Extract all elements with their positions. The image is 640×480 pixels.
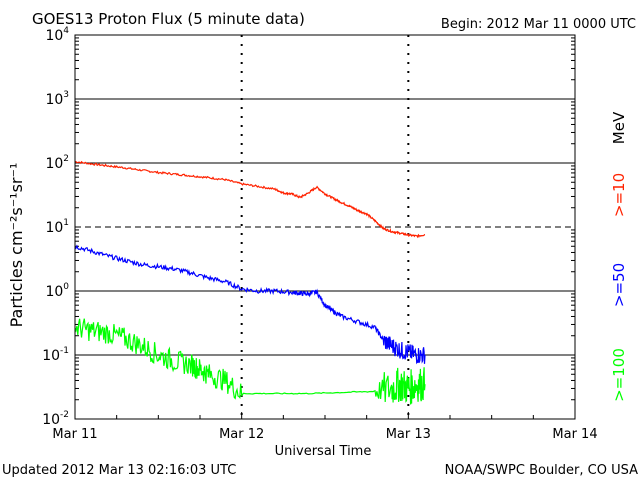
series-line-ge50: [74, 244, 426, 365]
y-axis-label: Particles cm⁻²s⁻¹sr⁻¹: [7, 163, 26, 328]
series-line-ge100: [74, 318, 426, 405]
y-tick-label: 104: [45, 26, 69, 44]
updated-timestamp: Updated 2012 Mar 13 02:16:03 UTC: [2, 463, 236, 478]
legend-unit: MeV: [610, 111, 628, 144]
series-layer: [74, 160, 426, 405]
x-tick-label: Mar 11: [52, 427, 97, 442]
y-tick-label: 102: [45, 154, 69, 172]
legend-entry: >=50: [610, 263, 628, 307]
begin-time: Begin: 2012 Mar 11 0000 UTC: [441, 17, 636, 32]
legend-entry: >=100: [610, 348, 628, 402]
y-tick-labels: 10-2 10-1 100 101 102 103 104: [42, 26, 69, 428]
series-line-ge10: [74, 160, 426, 239]
credit-text: NOAA/SWPC Boulder, CO USA: [445, 463, 638, 478]
legend-entry: >=10: [610, 173, 628, 217]
y-tick-label: 100: [45, 282, 69, 300]
x-axis-label: Universal Time: [275, 444, 372, 459]
y-tick-label: 103: [45, 90, 69, 108]
plot-frame: [74, 34, 576, 420]
y-tick-label: 10-1: [42, 346, 69, 364]
day-markers: [240, 35, 410, 419]
x-tick-label: Mar 14: [552, 427, 597, 442]
x-tick-label: Mar 12: [219, 427, 264, 442]
x-tick-label: Mar 13: [386, 427, 431, 442]
legend: MeV >=10 >=50 >=100: [610, 111, 628, 402]
chart-title: GOES13 Proton Flux (5 minute data): [32, 10, 305, 28]
y-tick-label: 10-2: [42, 410, 69, 428]
y-tick-label: 101: [45, 218, 69, 236]
x-tick-labels: Mar 11 Mar 12 Mar 13 Mar 14: [52, 427, 597, 442]
grid-lines: [74, 37, 576, 419]
